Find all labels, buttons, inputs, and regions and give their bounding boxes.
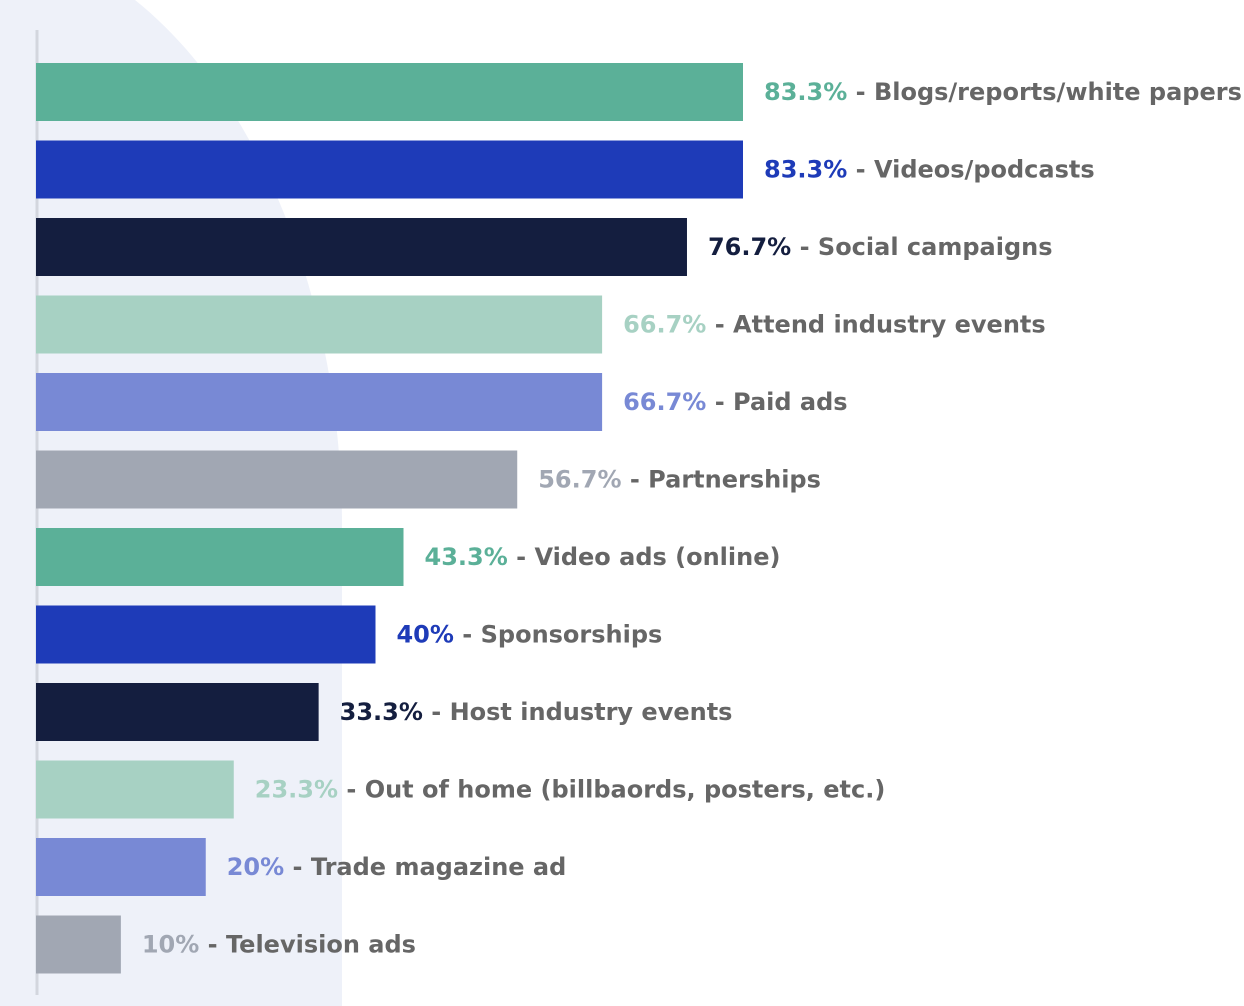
bar (36, 295, 603, 354)
bar (36, 760, 234, 819)
bar-label: 66.7% - Attend industry events (623, 311, 1046, 339)
bar (36, 683, 319, 741)
bar (36, 373, 603, 431)
bar-label: 56.7% - Partnerships (538, 466, 821, 494)
bar-label: 10% - Television ads (142, 931, 416, 959)
bar-value-label: 23.3% (255, 776, 338, 804)
label-separator: - (454, 621, 481, 649)
labels-group: 83.3% - Blogs/reports/white papers83.3% … (142, 78, 1242, 959)
label-separator: - (622, 466, 649, 494)
bar-value-label: 33.3% (340, 698, 423, 726)
bar (36, 838, 206, 896)
bar-category-label: Paid ads (733, 388, 848, 416)
bar-value-label: 66.7% (623, 311, 706, 339)
bar-category-label: Sponsorships (481, 621, 663, 649)
bar (36, 218, 687, 276)
label-separator: - (706, 311, 733, 339)
bar (36, 450, 518, 509)
bar-value-label: 43.3% (425, 543, 508, 571)
bar-value-label: 76.7% (708, 233, 791, 261)
label-separator: - (423, 698, 450, 726)
bars-group (36, 63, 743, 974)
label-separator: - (338, 776, 365, 804)
bar (36, 140, 743, 199)
bar-value-label: 83.3% (764, 156, 847, 184)
bar-label: 83.3% - Blogs/reports/white papers (764, 78, 1242, 106)
bar-category-label: Host industry events (450, 698, 733, 726)
bar-category-label: Video ads (online) (534, 543, 780, 571)
bar-category-label: Blogs/reports/white papers (874, 78, 1242, 106)
bar-category-label: Out of home (billbaords, posters, etc.) (365, 776, 886, 804)
bar-value-label: 56.7% (538, 466, 621, 494)
bar-value-label: 83.3% (764, 78, 847, 106)
label-separator: - (791, 233, 818, 261)
bar-label: 20% - Trade magazine ad (227, 853, 567, 881)
bar-category-label: Videos/podcasts (874, 156, 1095, 184)
label-separator: - (199, 931, 226, 959)
bar-label: 40% - Sponsorships (396, 621, 662, 649)
bar-label: 66.7% - Paid ads (623, 388, 848, 416)
bar-label: 43.3% - Video ads (online) (425, 543, 781, 571)
bar-category-label: Television ads (226, 931, 416, 959)
label-separator: - (508, 543, 535, 571)
bar-category-label: Trade magazine ad (311, 853, 566, 881)
bar (36, 605, 376, 664)
bar-value-label: 40% (396, 621, 453, 649)
bar-value-label: 66.7% (623, 388, 706, 416)
bar-category-label: Social campaigns (818, 233, 1053, 261)
bar-label: 76.7% - Social campaigns (708, 233, 1053, 261)
label-separator: - (706, 388, 733, 416)
bar-category-label: Attend industry events (733, 311, 1046, 339)
bar-label: 83.3% - Videos/podcasts (764, 156, 1095, 184)
label-separator: - (847, 156, 874, 184)
bar (36, 915, 121, 974)
bar-label: 23.3% - Out of home (billbaords, posters… (255, 776, 886, 804)
bar-category-label: Partnerships (648, 466, 821, 494)
bar (36, 63, 743, 121)
label-separator: - (847, 78, 874, 106)
bar (36, 528, 404, 586)
bar-value-label: 10% (142, 931, 199, 959)
bar-value-label: 20% (227, 853, 284, 881)
bar-label: 33.3% - Host industry events (340, 698, 733, 726)
label-separator: - (284, 853, 311, 881)
